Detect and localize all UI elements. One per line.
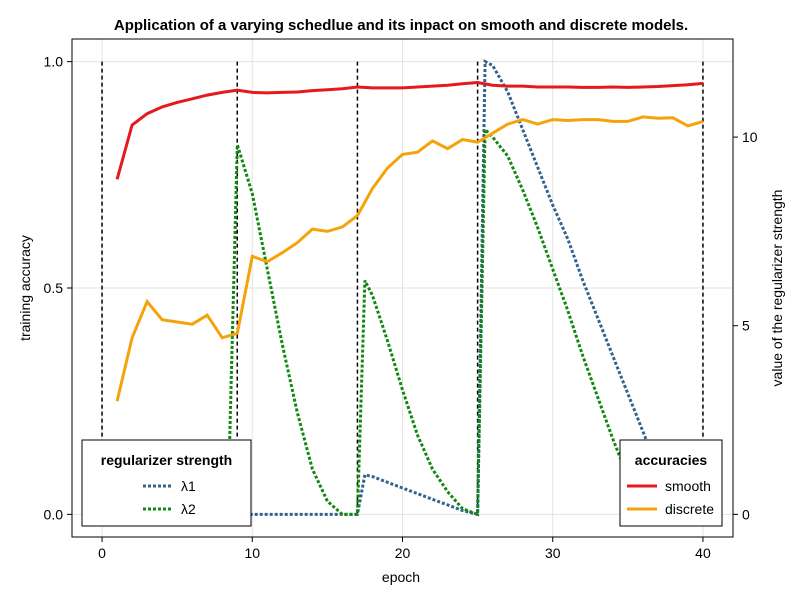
legend-label: λ1 <box>181 478 196 494</box>
legend-accuracies: accuracies smooth discrete <box>619 439 723 527</box>
legend-box <box>619 439 723 527</box>
schedule-vlines <box>101 61 704 515</box>
legend-title: accuracies <box>635 452 708 468</box>
x-axis-ticks: 0 10 20 30 40 <box>98 537 711 561</box>
legend-label: discrete <box>665 501 714 517</box>
y-right-tick-label: 5 <box>742 318 750 334</box>
left-axis-ticks: 0.0 0.5 1.0 <box>44 54 72 522</box>
y-left-tick-label: 0.5 <box>44 280 64 296</box>
legend-title: regularizer strength <box>101 452 232 468</box>
y-right-tick-label: 0 <box>742 506 750 522</box>
series-line-λ2 <box>228 125 703 517</box>
right-axis-ticks: 0 5 10 <box>733 129 758 522</box>
y-left-tick-label: 0.0 <box>44 506 64 522</box>
x-axis-label: epoch <box>382 569 420 585</box>
x-tick-label: 10 <box>244 545 260 561</box>
y-left-tick-label: 1.0 <box>44 54 64 70</box>
x-tick-label: 30 <box>545 545 561 561</box>
y-right-tick-label: 10 <box>742 129 758 145</box>
x-tick-label: 40 <box>695 545 711 561</box>
legend-label: smooth <box>665 478 711 494</box>
left-axis-label: training accuracy <box>17 235 33 341</box>
right-axis-label: value of the regularizer strength <box>769 190 785 387</box>
series-line-smooth <box>115 80 704 180</box>
x-tick-label: 20 <box>395 545 411 561</box>
series-line-discrete <box>115 115 704 402</box>
x-tick-label: 0 <box>98 545 106 561</box>
legend-regularizer: regularizer strength λ1 λ2 <box>81 439 252 527</box>
series-group <box>115 59 704 517</box>
chart-title: Application of a varying schedlue and it… <box>114 17 688 34</box>
legend-label: λ2 <box>181 501 196 517</box>
series-line-λ1 <box>229 59 703 517</box>
legend-box <box>81 439 252 527</box>
